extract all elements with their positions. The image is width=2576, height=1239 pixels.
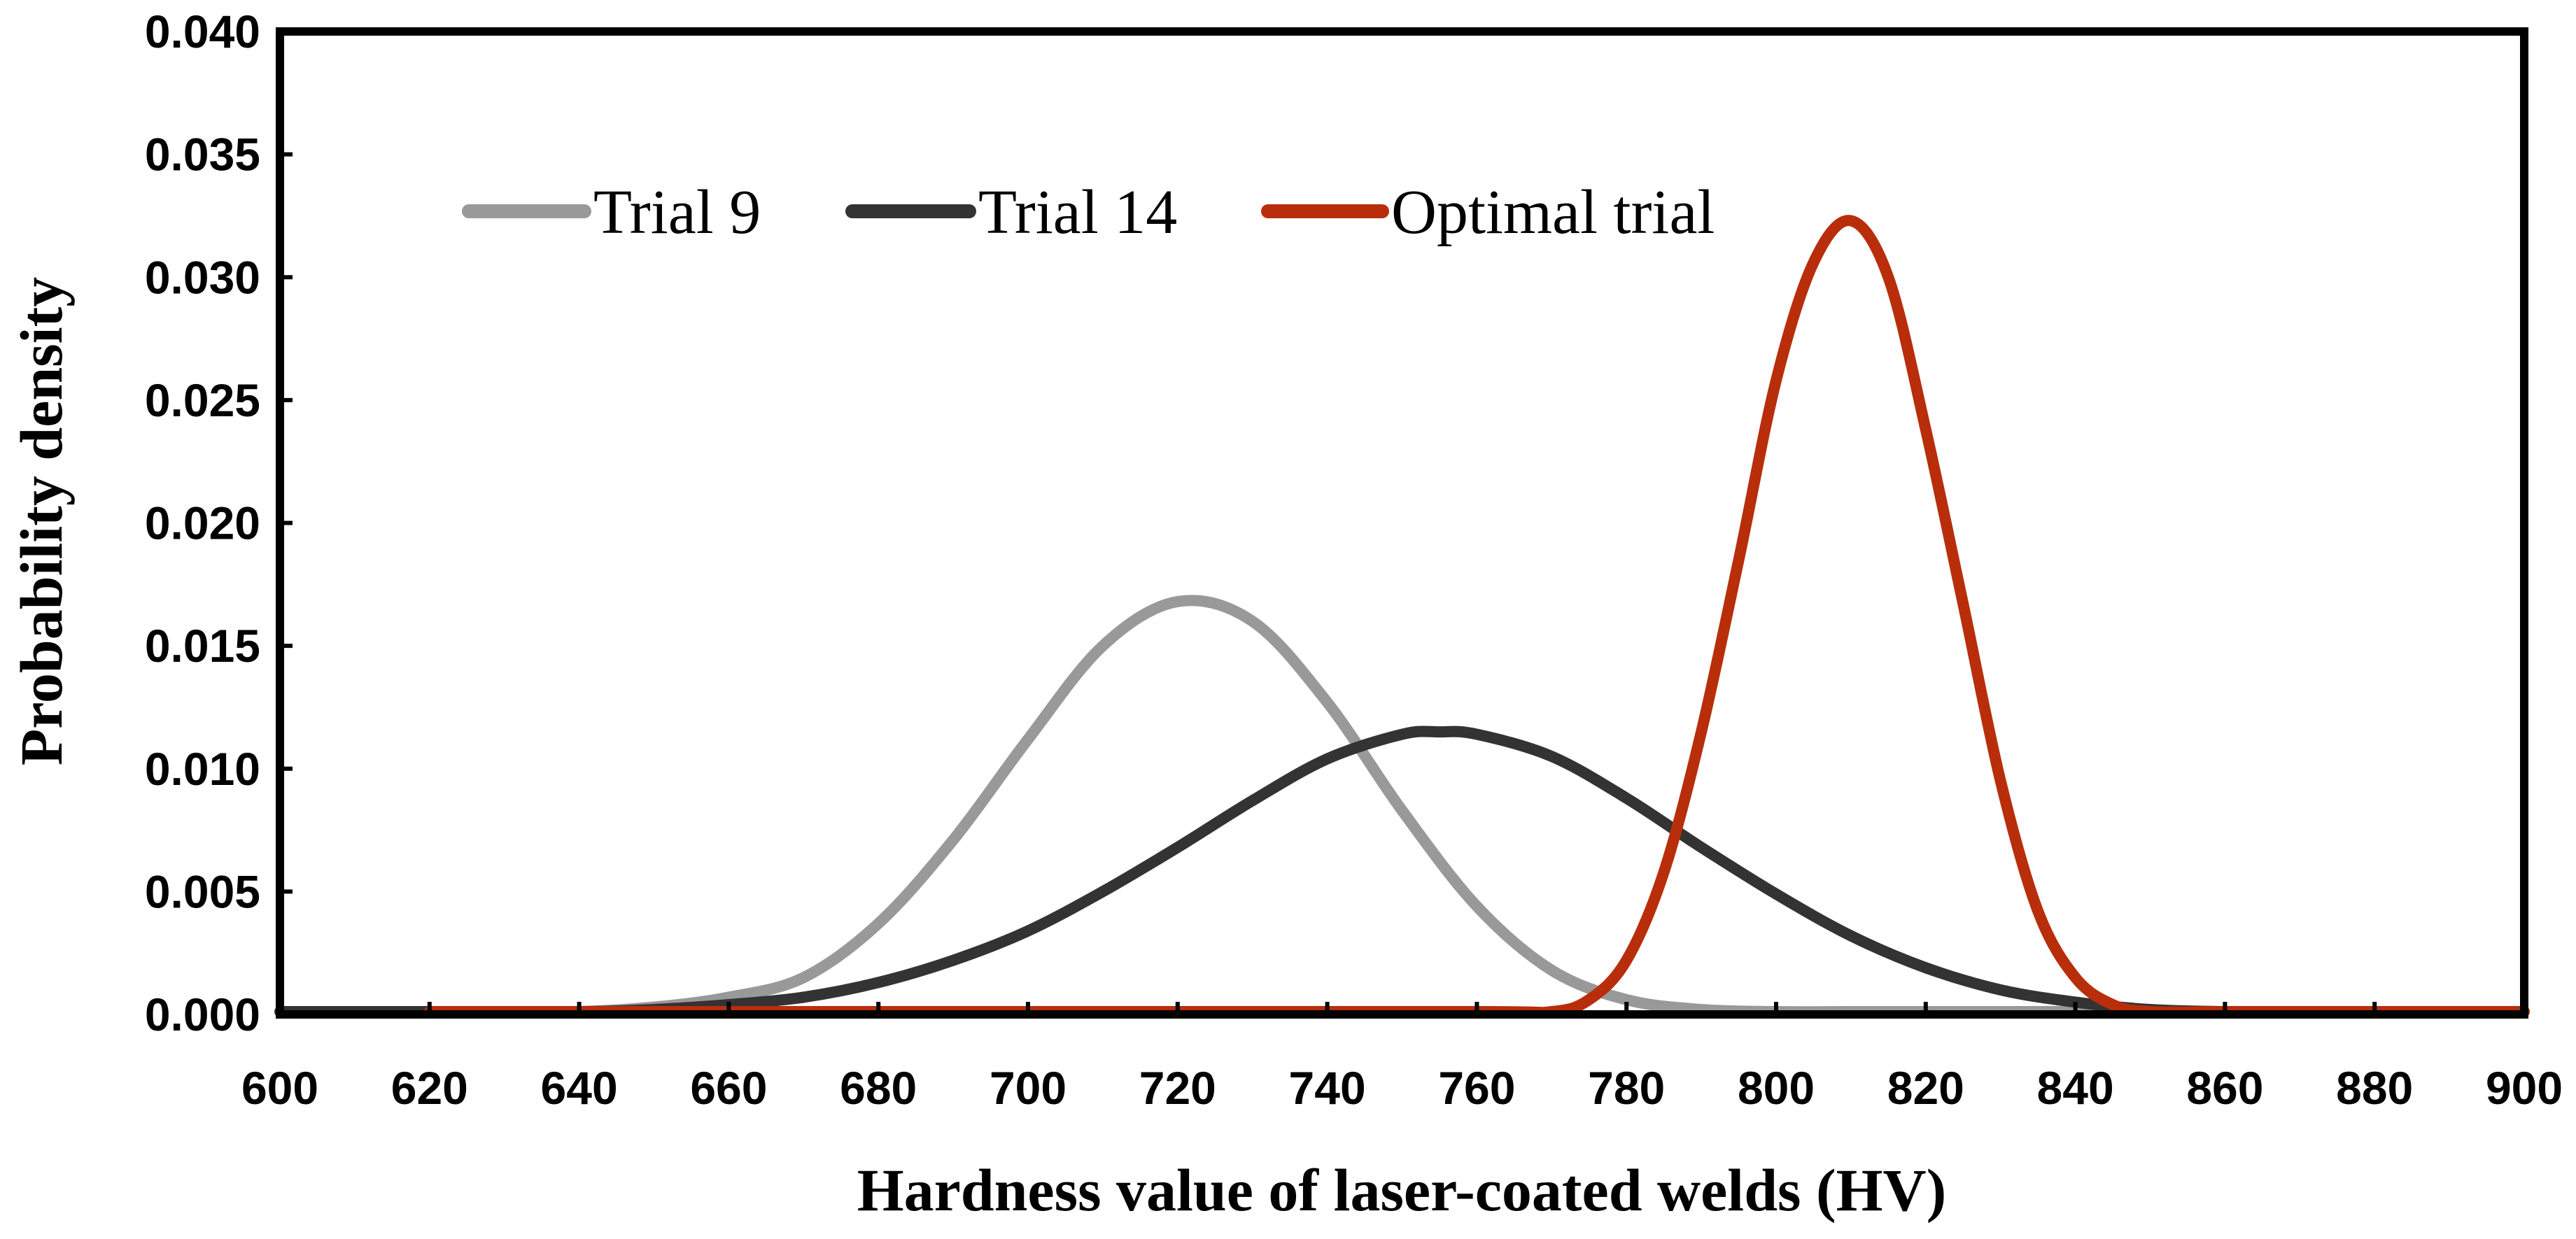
tick-layer: 600 620 640 660 680 700 720 740 760 780 800 820 840 8… xyxy=(145,6,2563,1114)
x-tick-label: 640 xyxy=(541,1062,618,1114)
y-tick-label: 0.000 xyxy=(145,989,260,1040)
x-tick-label: 700 xyxy=(990,1062,1067,1114)
y-tick-label: 0.040 xyxy=(145,6,260,57)
series-line-optimal-trial xyxy=(423,215,2530,1019)
x-tick-label: 800 xyxy=(1738,1062,1815,1114)
x-tick-label: 840 xyxy=(2037,1062,2114,1114)
y-tick-label: 0.005 xyxy=(145,865,260,917)
x-axis-title: Hardness value of laser-coated welds (HV… xyxy=(857,1156,1947,1224)
x-tick-label: 620 xyxy=(391,1062,468,1114)
x-tick-label: 600 xyxy=(241,1062,318,1114)
y-tick-label: 0.025 xyxy=(145,374,260,426)
x-tick-label: 680 xyxy=(840,1062,917,1114)
legend: Trial 9 Trial 14 Optimal trial xyxy=(462,178,1715,247)
x-tick-label: 660 xyxy=(690,1062,767,1114)
x-tick-label: 760 xyxy=(1438,1062,1515,1114)
series-line-trial-14 xyxy=(274,725,2530,1018)
y-tick-label: 0.035 xyxy=(145,129,260,180)
x-tick-label: 880 xyxy=(2336,1062,2413,1114)
x-tick-label: 780 xyxy=(1588,1062,1665,1114)
x-tick-label: 820 xyxy=(1887,1062,1964,1114)
x-tick-label: 740 xyxy=(1289,1062,1366,1114)
series-line-trial-9 xyxy=(423,595,2530,1018)
y-tick-label: 0.010 xyxy=(145,743,260,795)
y-tick-label: 0.030 xyxy=(145,251,260,303)
series-layer xyxy=(274,215,2530,1019)
y-tick-label: 0.015 xyxy=(145,620,260,672)
y-tick-label: 0.020 xyxy=(145,497,260,549)
legend-label-trial-14: Trial 14 xyxy=(978,178,1177,247)
x-tick-label: 860 xyxy=(2186,1062,2263,1114)
y-axis-title: Probability density xyxy=(8,277,75,765)
x-tick-label: 720 xyxy=(1139,1062,1216,1114)
legend-label-optimal-trial: Optimal trial xyxy=(1391,178,1715,247)
x-tick-label: 900 xyxy=(2486,1062,2563,1114)
legend-label-trial-9: Trial 9 xyxy=(593,178,761,247)
